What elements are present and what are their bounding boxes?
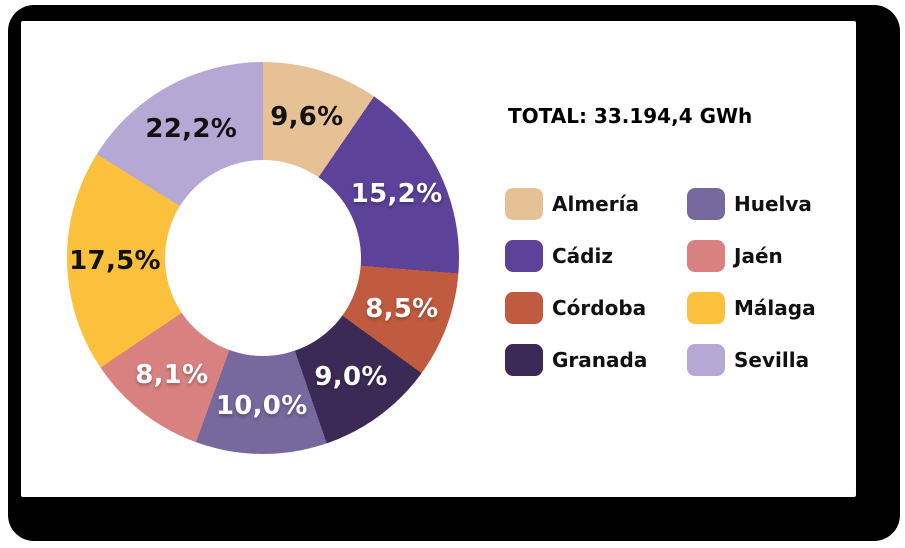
legend-swatch — [505, 188, 543, 220]
legend-label: Almería — [552, 192, 639, 216]
legend-swatch — [687, 240, 725, 272]
legend-label: Córdoba — [552, 296, 647, 320]
legend-swatch — [687, 188, 725, 220]
donut-slice-label: 17,5% — [69, 245, 161, 276]
donut-slice-label: 9,0% — [314, 361, 388, 392]
donut-hole — [165, 160, 361, 356]
donut-slice-label: 9,6% — [270, 101, 344, 132]
legend-item: Málaga — [687, 292, 816, 324]
donut-slice-label: 22,2% — [145, 113, 238, 144]
legend-swatch — [687, 292, 725, 324]
total-label: TOTAL: 33.194,4 GWh — [508, 104, 753, 128]
legend-item: Cádiz — [505, 240, 687, 272]
legend-column: Huelva Jaén Málaga Sevilla — [687, 188, 816, 376]
legend-swatch — [505, 292, 543, 324]
donut-slice-label: 8,1% — [135, 359, 209, 390]
legend-swatch — [505, 344, 543, 376]
legend-item: Jaén — [687, 240, 816, 272]
legend-label: Huelva — [734, 192, 812, 216]
legend-label: Jaén — [734, 244, 783, 268]
donut-slice-label: 10,0% — [215, 390, 308, 421]
legend-swatch — [505, 240, 543, 272]
donut-slice-label: 8,5% — [365, 294, 439, 325]
legend-item: Almería — [505, 188, 687, 220]
legend-label: Sevilla — [734, 348, 810, 372]
legend-label: Cádiz — [552, 244, 613, 268]
legend-item: Córdoba — [505, 292, 687, 324]
legend-column: Almería Cádiz Córdoba Granada — [505, 188, 687, 376]
legend-label: Granada — [552, 348, 648, 372]
donut-chart: 9,6% 15,2% 8,5% 9,0% 10,0% 8,1% 17,5% 22,2% — [67, 62, 459, 454]
chart-card: 9,6% 15,2% 8,5% 9,0% 10,0% 8,1% 17,5% 22,2% TOT… — [21, 21, 856, 497]
legend-label: Málaga — [734, 296, 816, 320]
legend: Almería Cádiz Córdoba Granada Huelva Jaén Mála… — [505, 188, 816, 376]
legend-swatch — [687, 344, 725, 376]
donut-slice-label: 15,2% — [350, 179, 443, 210]
legend-item: Sevilla — [687, 344, 816, 376]
legend-item: Granada — [505, 344, 687, 376]
legend-item: Huelva — [687, 188, 816, 220]
